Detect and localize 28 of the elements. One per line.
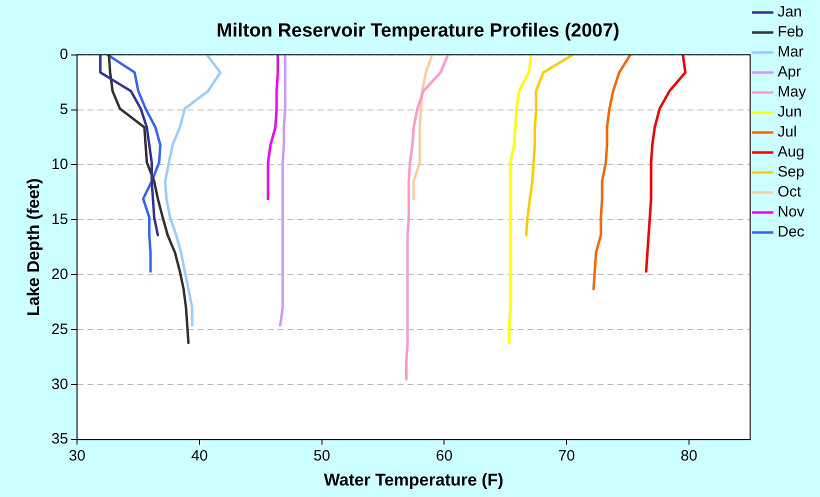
legend-label: Mar: [778, 44, 804, 61]
y-tick-label: 30: [51, 376, 68, 393]
legend-label: Aug: [778, 144, 804, 161]
y-axis-title: Lake Depth (feet): [24, 178, 43, 316]
x-tick-label: 40: [191, 448, 208, 465]
y-tick-label: 35: [51, 430, 68, 448]
x-tick-label: 80: [680, 448, 698, 465]
chart-title: Milton Reservoir Temperature Profiles (2007): [216, 20, 620, 42]
x-tick-label: 50: [313, 448, 330, 465]
legend-label: Jan: [778, 4, 802, 21]
y-tick-label: 0: [60, 46, 68, 63]
legend-label: Jul: [778, 124, 797, 141]
x-tick-label: 60: [436, 448, 453, 465]
y-tick-label: 5: [60, 100, 68, 118]
legend-label: Oct: [778, 184, 802, 201]
legend-label: Jun: [778, 104, 802, 121]
y-tick-label: 10: [51, 156, 68, 173]
legend-label: Sep: [778, 164, 804, 181]
legend-label: Apr: [778, 64, 802, 81]
legend-label: Nov: [778, 204, 805, 221]
legend-label: May: [778, 84, 806, 101]
y-tick-label: 15: [51, 210, 68, 228]
x-axis-title: Water Temperature (F): [324, 470, 504, 490]
x-tick-label: 70: [558, 448, 575, 465]
y-tick-label: 25: [51, 320, 68, 338]
legend-label: Feb: [778, 24, 804, 41]
y-tick-label: 20: [51, 266, 68, 283]
legend-label: Dec: [778, 224, 805, 241]
